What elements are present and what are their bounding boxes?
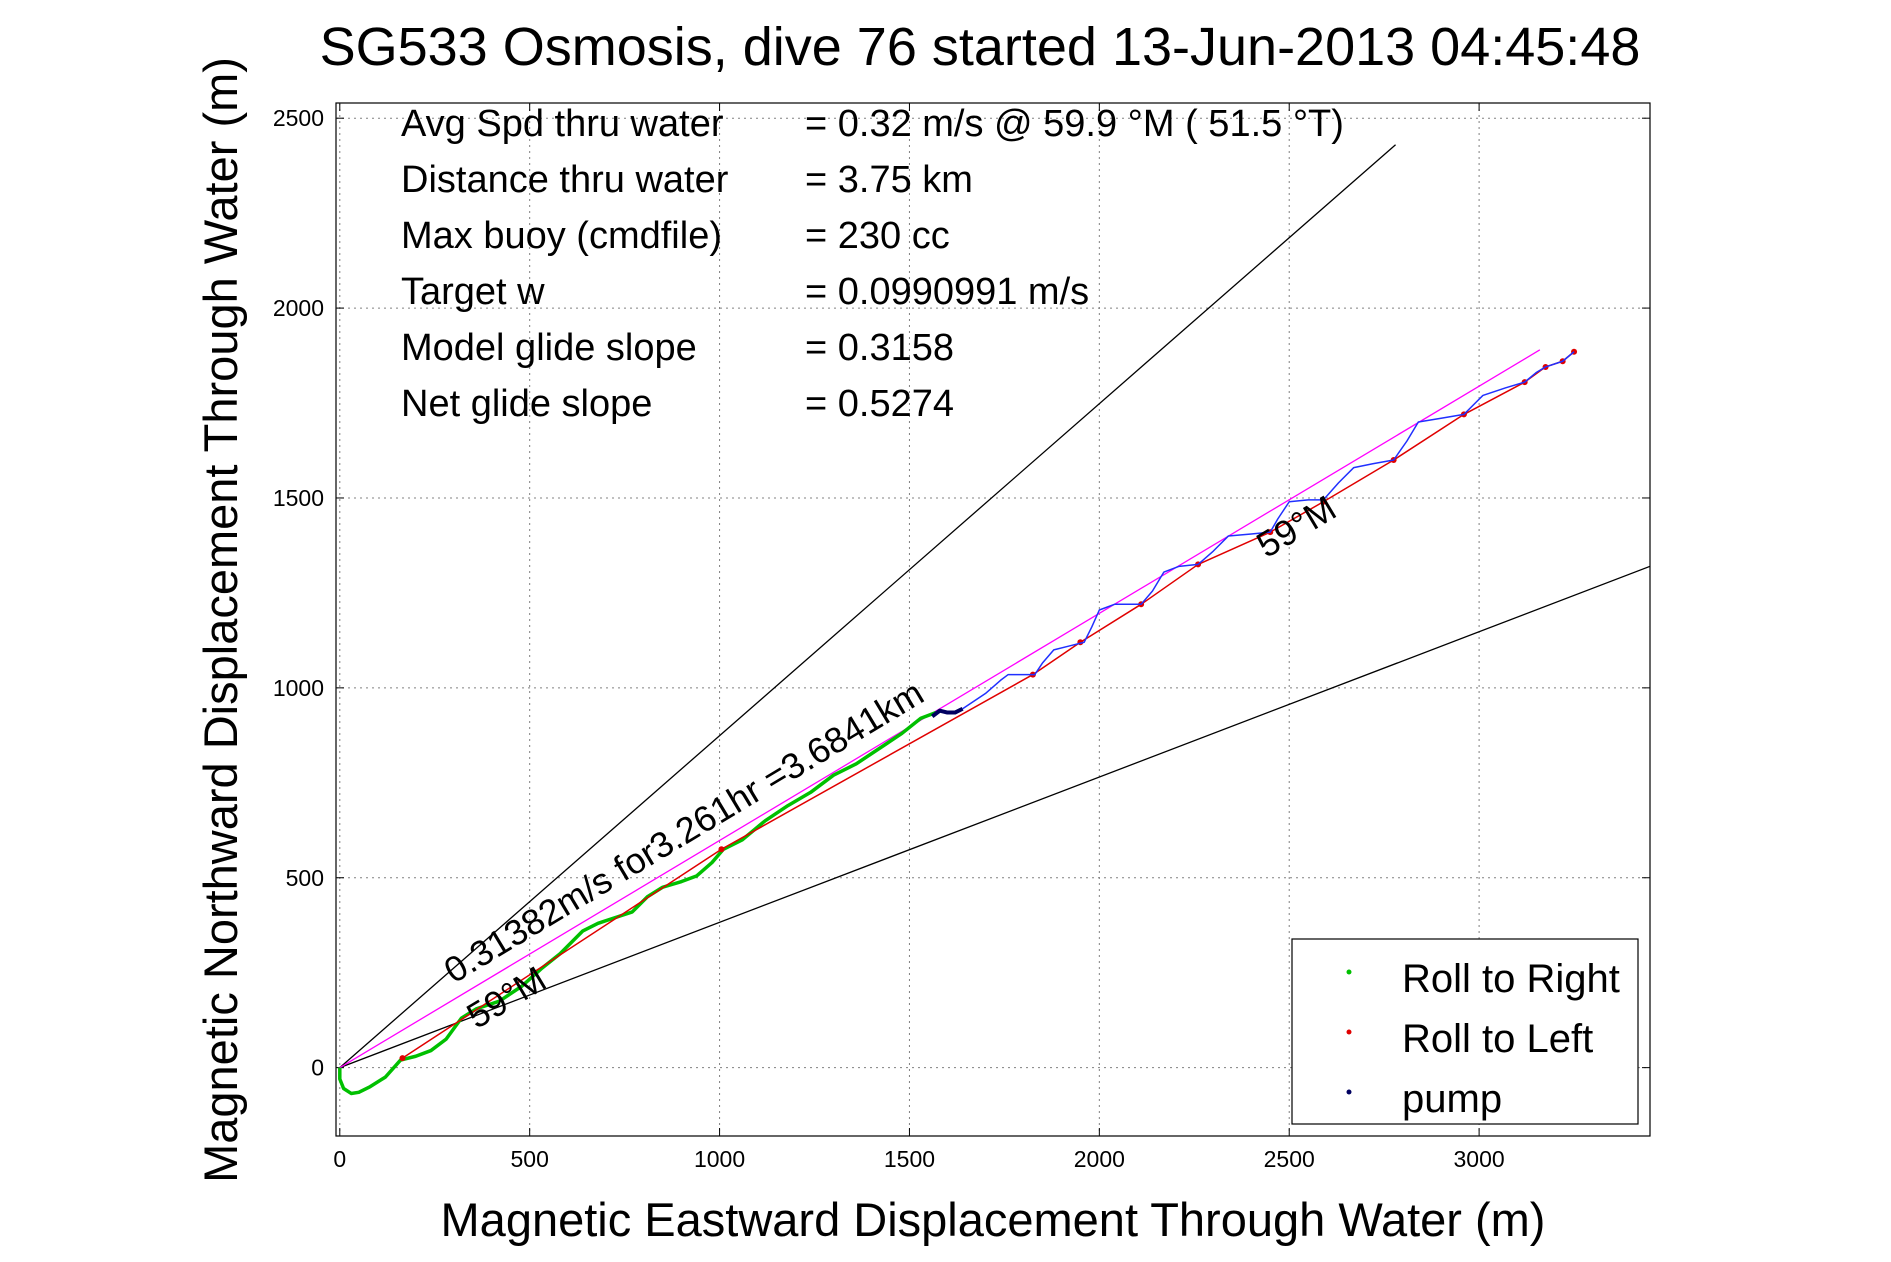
x-axis-label: Magnetic Eastward Displacement Through W… <box>441 1193 1546 1246</box>
data-series <box>338 348 1578 1096</box>
x-tick-label: 3000 <box>1454 1146 1505 1172</box>
info-value: = 0.0990991 m/s <box>805 271 1089 313</box>
series-line <box>962 351 1575 710</box>
series-line <box>338 710 937 1096</box>
info-value: = 0.3158 <box>805 327 954 369</box>
y-tick-label: 1500 <box>273 485 324 511</box>
reference-line <box>339 144 1396 1069</box>
reference-line <box>339 565 1650 1069</box>
x-tick-label: 1000 <box>694 1146 745 1172</box>
legend-label: Roll to Right <box>1402 957 1620 1001</box>
info-label: Target w <box>401 271 545 313</box>
info-value: = 3.75 km <box>805 159 973 201</box>
info-label: Distance thru water <box>401 159 729 201</box>
info-value: = 0.5274 <box>805 383 954 425</box>
legend: Roll to Right Roll to Left pump <box>1291 938 1639 1125</box>
info-block: Avg Spd thru water = 0.32 m/s @ 59.9 °M (… <box>401 103 1344 425</box>
y-axis-ticks: 0 500 1000 1500 2000 2500 <box>273 105 1650 1081</box>
y-tick-label: 2000 <box>273 295 324 321</box>
data-point <box>399 1055 406 1062</box>
y-tick-label: 1000 <box>273 675 324 701</box>
info-label: Model glide slope <box>401 327 697 369</box>
legend-marker <box>1346 1029 1352 1035</box>
data-point <box>718 846 725 853</box>
y-tick-label: 2500 <box>273 105 324 131</box>
legend-label: pump <box>1402 1077 1502 1121</box>
x-tick-label: 0 <box>333 1146 346 1172</box>
legend-marker <box>1346 969 1352 975</box>
legend-label: Roll to Left <box>1402 1017 1593 1061</box>
y-tick-label: 0 <box>311 1055 324 1081</box>
legend-marker <box>1346 1089 1352 1095</box>
info-label: Max buoy (cmdfile) <box>401 215 722 257</box>
chart-title: SG533 Osmosis, dive 76 started 13-Jun-20… <box>320 17 1641 77</box>
y-axis-label: Magnetic Northward Displacement Through … <box>194 57 247 1183</box>
series-line <box>931 706 964 718</box>
info-label: Net glide slope <box>401 383 652 425</box>
info-value: = 230 cc <box>805 215 950 257</box>
info-label: Avg Spd thru water <box>401 103 724 145</box>
grid-lines <box>336 103 1650 1136</box>
x-axis-ticks: 0 500 1000 1500 2000 2500 3000 <box>333 103 1505 1172</box>
x-tick-label: 1500 <box>884 1146 935 1172</box>
x-tick-label: 2500 <box>1264 1146 1315 1172</box>
x-tick-label: 500 <box>510 1146 548 1172</box>
info-value: = 0.32 m/s @ 59.9 °M ( 51.5 °T) <box>805 103 1344 145</box>
x-tick-label: 2000 <box>1074 1146 1125 1172</box>
y-tick-label: 500 <box>286 865 324 891</box>
